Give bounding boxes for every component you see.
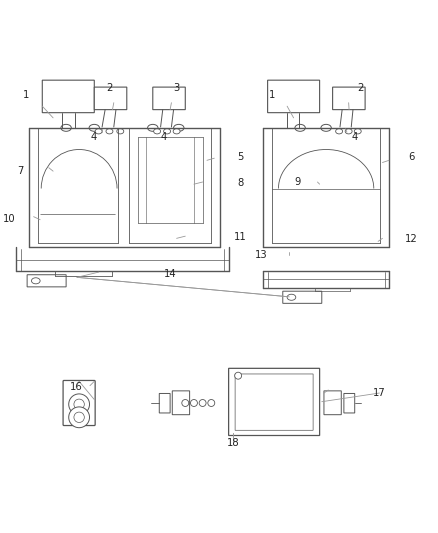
Text: 10: 10 bbox=[3, 214, 15, 224]
Text: 8: 8 bbox=[238, 179, 244, 188]
Text: 3: 3 bbox=[173, 83, 180, 93]
Ellipse shape bbox=[336, 128, 343, 134]
Ellipse shape bbox=[235, 372, 242, 379]
Text: 11: 11 bbox=[234, 232, 247, 242]
FancyBboxPatch shape bbox=[159, 393, 170, 413]
Ellipse shape bbox=[182, 400, 189, 407]
FancyBboxPatch shape bbox=[94, 87, 127, 110]
Text: 9: 9 bbox=[295, 177, 301, 187]
Ellipse shape bbox=[69, 394, 89, 415]
FancyBboxPatch shape bbox=[324, 391, 341, 415]
Ellipse shape bbox=[148, 124, 158, 131]
Text: 14: 14 bbox=[164, 269, 177, 279]
FancyBboxPatch shape bbox=[63, 381, 95, 425]
Ellipse shape bbox=[199, 400, 206, 407]
FancyBboxPatch shape bbox=[235, 374, 313, 430]
Text: 2: 2 bbox=[357, 83, 364, 93]
Text: 1: 1 bbox=[23, 90, 29, 100]
Text: 6: 6 bbox=[408, 152, 415, 163]
FancyBboxPatch shape bbox=[344, 393, 355, 413]
FancyBboxPatch shape bbox=[283, 291, 322, 303]
Ellipse shape bbox=[74, 412, 85, 423]
Text: 7: 7 bbox=[18, 166, 24, 176]
Ellipse shape bbox=[345, 128, 352, 134]
FancyBboxPatch shape bbox=[268, 80, 320, 112]
Ellipse shape bbox=[106, 128, 113, 134]
FancyBboxPatch shape bbox=[229, 368, 320, 435]
Text: 1: 1 bbox=[269, 90, 275, 100]
FancyBboxPatch shape bbox=[42, 80, 94, 112]
Ellipse shape bbox=[117, 128, 124, 134]
FancyBboxPatch shape bbox=[27, 274, 66, 287]
Ellipse shape bbox=[191, 400, 198, 407]
Ellipse shape bbox=[208, 400, 215, 407]
Text: 18: 18 bbox=[226, 438, 239, 448]
Ellipse shape bbox=[154, 128, 161, 134]
Ellipse shape bbox=[74, 399, 85, 409]
Ellipse shape bbox=[173, 128, 180, 134]
Text: 12: 12 bbox=[405, 234, 418, 244]
Text: 2: 2 bbox=[106, 83, 113, 93]
FancyBboxPatch shape bbox=[332, 87, 365, 110]
Ellipse shape bbox=[354, 128, 361, 134]
Text: 4: 4 bbox=[160, 132, 167, 142]
Text: 16: 16 bbox=[70, 382, 82, 392]
FancyBboxPatch shape bbox=[153, 87, 185, 110]
Text: 17: 17 bbox=[373, 388, 386, 398]
FancyBboxPatch shape bbox=[172, 391, 190, 415]
Ellipse shape bbox=[32, 278, 40, 284]
Ellipse shape bbox=[95, 128, 102, 134]
Ellipse shape bbox=[89, 124, 99, 131]
Ellipse shape bbox=[295, 124, 305, 131]
Ellipse shape bbox=[69, 407, 89, 427]
Text: 13: 13 bbox=[255, 250, 268, 260]
Ellipse shape bbox=[287, 294, 296, 300]
Ellipse shape bbox=[61, 124, 71, 131]
Ellipse shape bbox=[173, 124, 184, 131]
Ellipse shape bbox=[321, 124, 331, 131]
Text: 4: 4 bbox=[90, 132, 96, 142]
Text: 4: 4 bbox=[351, 132, 357, 142]
Text: 5: 5 bbox=[237, 152, 244, 163]
Ellipse shape bbox=[164, 128, 170, 134]
